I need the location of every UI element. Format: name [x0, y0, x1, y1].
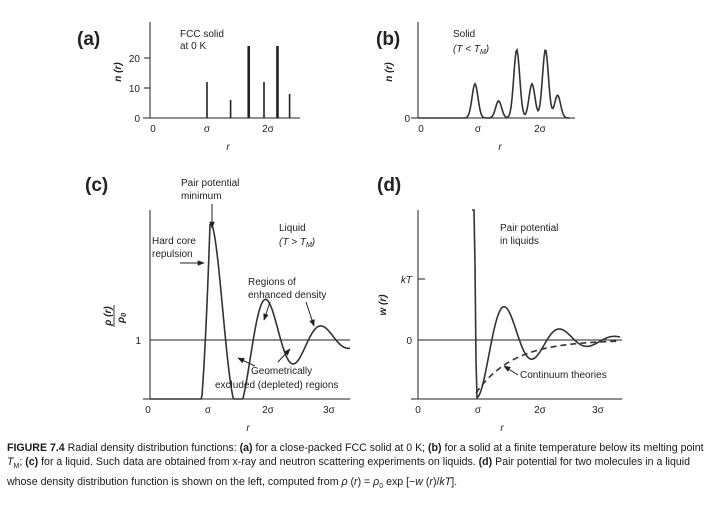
- panel-d-annotation-continuum: Continuum theories: [520, 370, 607, 381]
- panel-d-ylabel: w (r): [378, 294, 389, 316]
- panel-d-ytick-label: kT: [401, 275, 413, 286]
- panel-b-curve: [418, 47, 571, 119]
- panel-b-letter: (b): [376, 29, 400, 50]
- panel-c-curve: [150, 223, 351, 400]
- panel-a-annotation: at 0 K: [180, 41, 206, 52]
- panel-d-ytick-label: 0: [406, 336, 412, 347]
- panel-c-xtick-label: 2σ: [262, 405, 275, 416]
- panel-a: (a) 0 10 20 n (r) 0 σ 2σ r FCC solid at …: [77, 22, 300, 153]
- panel-a-ytick-label: 20: [129, 54, 141, 65]
- panel-b-xtick-label: 0: [418, 124, 424, 135]
- figure-caption: FIGURE 7.4 Radial density distribution f…: [7, 441, 705, 494]
- panel-d-xlabel: r: [500, 423, 504, 434]
- panel-b: (b) 0 n (r) 0 σ 2σ r Solid (T < TM): [376, 22, 575, 153]
- panel-b-annotation: Solid: [453, 29, 475, 40]
- svg-text:ρ0: ρ0: [116, 313, 128, 324]
- panel-a-xtick-label: σ: [204, 124, 211, 135]
- panel-d-xtick-label: σ: [475, 405, 482, 416]
- panel-c-xtick-label: 0: [145, 405, 151, 416]
- svg-text:ρ (r): ρ (r): [103, 306, 114, 327]
- panel-c-xtick-label: σ: [205, 405, 212, 416]
- panel-c-annotation-minimum: Pair potential: [181, 178, 239, 189]
- panel-a-ylabel: n (r): [113, 62, 124, 82]
- panel-c-annotation-excluded: excluded (depleted) regions: [215, 380, 338, 391]
- panel-c-letter: (c): [85, 175, 108, 196]
- panel-c-ytick-label: 1: [135, 336, 141, 347]
- panel-b-annotation: (T < TM): [453, 44, 489, 56]
- panel-d: (d) kT 0 w (r) 0 σ 2σ 3σ r Pair potentia…: [377, 175, 622, 434]
- panel-c-arrow-enhanced: [305, 301, 315, 327]
- panel-d-xtick-label: 0: [415, 405, 421, 416]
- panel-a-ytick-label: 10: [129, 84, 141, 95]
- panel-a-annotation: FCC solid: [180, 29, 224, 40]
- panel-c-annotation-excluded: Geometrically: [251, 366, 312, 377]
- panel-a-xtick-label: 2σ: [262, 124, 275, 135]
- panel-c-arrow-excluded: [277, 348, 291, 363]
- panel-b-ytick-label: 0: [404, 114, 410, 125]
- panel-b-xtick-label: σ: [475, 124, 482, 135]
- panel-c-xlabel: r: [246, 423, 250, 434]
- panel-a-bars: [206, 46, 291, 118]
- panel-b-xlabel: r: [498, 142, 502, 153]
- panel-d-annotation-pair: in liquids: [500, 236, 539, 247]
- panel-c-annotation-enhanced: Regions of: [248, 277, 296, 288]
- panel-c-annotation-minimum: minimum: [181, 191, 222, 202]
- panel-a-letter: (a): [77, 29, 100, 50]
- panel-d-annotation-pair: Pair potential: [500, 223, 558, 234]
- caption-label: FIGURE 7.4: [7, 442, 65, 454]
- caption-text: Radial density distribution functions: (…: [7, 442, 704, 490]
- panel-b-xtick-label: 2σ: [534, 124, 547, 135]
- panel-c-annotation-liquid: (T > TM): [279, 237, 315, 249]
- panel-c-annotation-liquid: Liquid: [279, 223, 306, 234]
- panel-c: (c) 1 ρ (r) ρ0 0 σ 2σ 3σ r Pair potentia…: [85, 175, 351, 434]
- panel-c-xtick-label: 3σ: [323, 405, 336, 416]
- panel-d-arrow-continuum: [503, 365, 519, 376]
- panel-d-continuum-curve: [475, 340, 621, 394]
- panel-b-ylabel: n (r): [384, 62, 395, 82]
- panel-a-xtick-label: 0: [150, 124, 156, 135]
- panel-c-arrow-enhanced: [263, 301, 271, 321]
- panel-d-curve: [472, 209, 621, 400]
- panel-c-arrow-excluded: [237, 357, 256, 367]
- panel-d-xtick-label: 2σ: [534, 405, 547, 416]
- panel-c-annotation-enhanced: enhanced density: [248, 290, 326, 301]
- panel-a-ytick-label: 0: [134, 114, 140, 125]
- panel-c-ylabel: ρ (r) ρ0: [103, 305, 128, 327]
- panel-c-annotation-hard-core: Hard core: [152, 236, 196, 247]
- panel-d-xtick-label: 3σ: [592, 405, 605, 416]
- panel-c-annotation-hard-core: repulsion: [152, 249, 193, 260]
- panel-d-letter: (d): [377, 175, 401, 196]
- panel-a-xlabel: r: [226, 142, 230, 153]
- figure: (a) 0 10 20 n (r) 0 σ 2σ r FCC solid at …: [77, 22, 622, 434]
